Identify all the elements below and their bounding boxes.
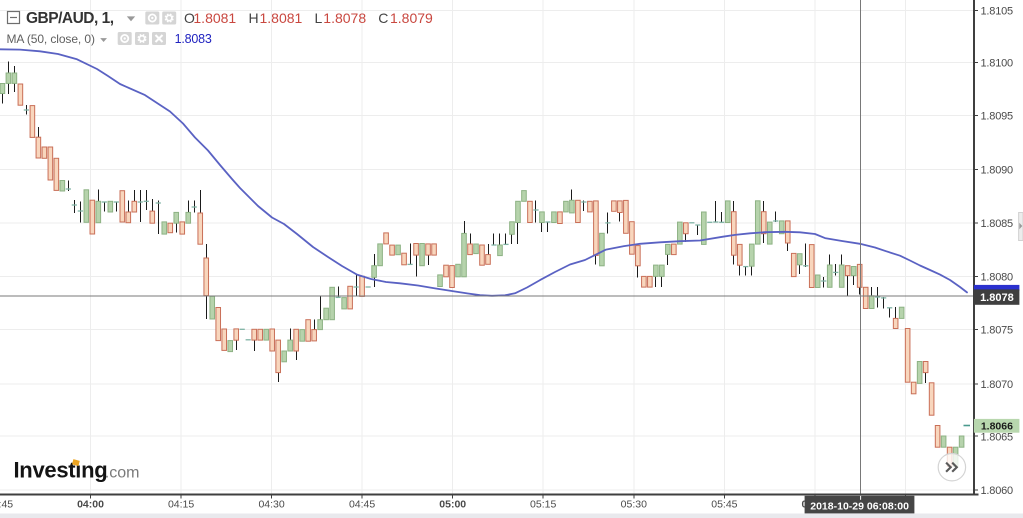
svg-text:2018-10-29 06:08:00: 2018-10-29 06:08:00 bbox=[810, 500, 909, 512]
svg-text:1.8080: 1.8080 bbox=[981, 272, 1014, 284]
svg-text:1.8105: 1.8105 bbox=[981, 6, 1014, 18]
svg-text:05:30: 05:30 bbox=[621, 499, 647, 511]
svg-text:1.8079: 1.8079 bbox=[390, 10, 433, 26]
svg-text:1.8083: 1.8083 bbox=[175, 32, 212, 46]
svg-text:1.8066: 1.8066 bbox=[981, 421, 1013, 433]
svg-text:1.8070: 1.8070 bbox=[981, 379, 1014, 391]
svg-text:.com: .com bbox=[105, 464, 140, 481]
svg-text:04:15: 04:15 bbox=[168, 499, 194, 511]
svg-text:GBP/AUD, 1,: GBP/AUD, 1, bbox=[26, 10, 114, 27]
svg-text:04:30: 04:30 bbox=[258, 499, 284, 511]
svg-text:04:45: 04:45 bbox=[349, 499, 375, 511]
svg-text:04:00: 04:00 bbox=[77, 499, 104, 511]
svg-text:1.8095: 1.8095 bbox=[981, 110, 1014, 122]
svg-text:1.8081: 1.8081 bbox=[260, 10, 303, 26]
svg-text:1.8085: 1.8085 bbox=[981, 218, 1014, 230]
svg-text:1.8065: 1.8065 bbox=[981, 431, 1014, 443]
svg-text:1.8081: 1.8081 bbox=[193, 10, 236, 26]
svg-text:05:45: 05:45 bbox=[711, 499, 737, 511]
svg-text:C: C bbox=[378, 10, 388, 26]
svg-text:1.8078: 1.8078 bbox=[323, 10, 366, 26]
svg-text:H: H bbox=[249, 10, 259, 26]
svg-text:O: O bbox=[184, 10, 195, 26]
svg-text:MA (50, close, 0): MA (50, close, 0) bbox=[7, 32, 95, 46]
svg-text:05:15: 05:15 bbox=[530, 499, 556, 511]
svg-text:1.8078: 1.8078 bbox=[980, 292, 1014, 304]
svg-text:L: L bbox=[315, 10, 323, 26]
svg-text:1.8075: 1.8075 bbox=[981, 325, 1014, 337]
svg-text:1.8060: 1.8060 bbox=[981, 485, 1014, 497]
svg-text:05:00: 05:00 bbox=[439, 499, 466, 511]
svg-text:1.8090: 1.8090 bbox=[981, 165, 1014, 177]
svg-text:1.8100: 1.8100 bbox=[981, 58, 1014, 70]
svg-text:03:45: 03:45 bbox=[0, 499, 13, 511]
svg-text:Investing: Investing bbox=[14, 457, 108, 482]
